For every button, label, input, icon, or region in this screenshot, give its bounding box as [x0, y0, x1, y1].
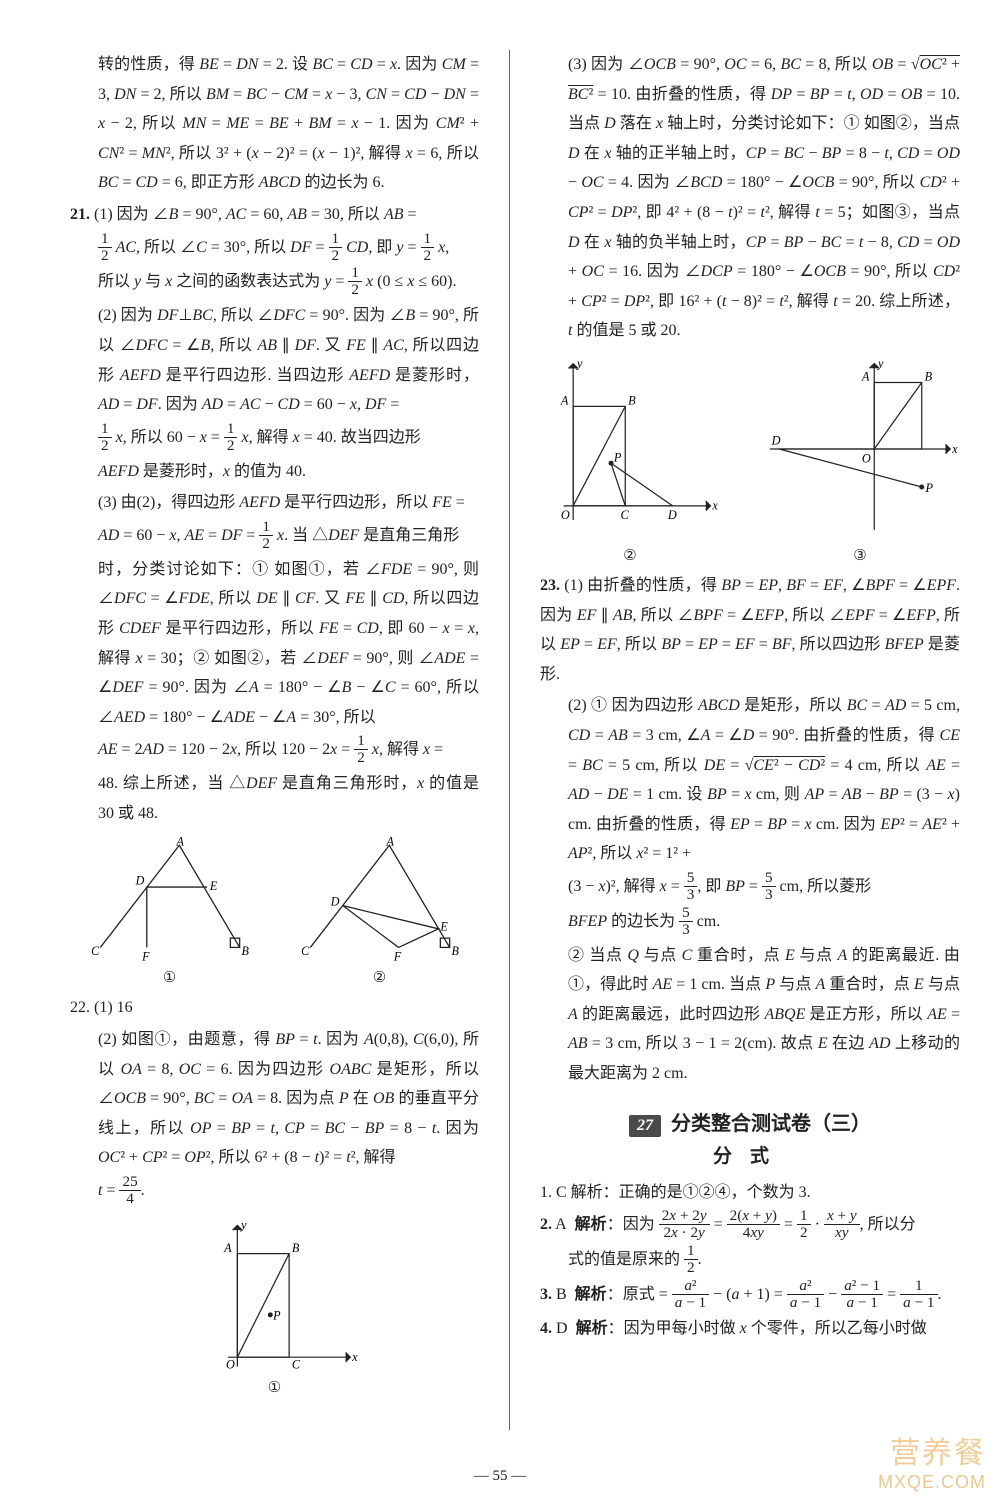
answer-3: 3. B 解析：原式 = a²a − 1 − (a + 1) = a²a − 1… [540, 1279, 960, 1312]
q21-part3b2: AE = 2AD = 120 − 2x, 所以 120 − 2x = 12 x,… [70, 734, 479, 767]
svg-text:C: C [301, 944, 310, 958]
svg-text:y: y [876, 356, 884, 370]
q22-part2: (2) 如图①，由题意，得 BP = t. 因为 A(0,8), C(6,0),… [70, 1025, 479, 1173]
q23-part1: 23. (1) 由折叠的性质，得 BP = EP, BF = EF, ∠BPF … [540, 571, 960, 689]
svg-text:D: D [134, 874, 144, 888]
svg-text:y: y [575, 356, 583, 370]
coord-fig-1: A B C O P x y ① [185, 1216, 365, 1397]
svg-text:A: A [861, 370, 870, 384]
svg-text:C: C [621, 508, 630, 522]
q21-part3c: 48. 综上所述，当 △DEF 是直角三角形时，x 的值是 30 或 48. [70, 769, 479, 828]
right-column: (3) 因为 ∠OCB = 90°, OC = 6, BC = 8, 所以 OB… [540, 50, 960, 1430]
q23-part2f: BFEP 的边长为 53 cm. [540, 906, 960, 939]
coord-fig-1-row: A B C O P x y ① [70, 1216, 479, 1397]
svg-text:y: y [239, 1218, 247, 1232]
svg-text:B: B [291, 1241, 299, 1255]
q21-part1: 21. (1) 因为 ∠B = 90°, AC = 60, AB = 30, 所… [70, 200, 479, 230]
svg-text:P: P [925, 481, 934, 495]
svg-text:A: A [560, 393, 569, 407]
svg-text:B: B [628, 393, 636, 407]
svg-text:O: O [561, 508, 570, 522]
q21-part2-tail: AEFD 是菱形时，x 的值为 40. [70, 457, 479, 487]
svg-text:P: P [272, 1308, 281, 1322]
q21-part1-line3: 所以 y 与 x 之间的函数表达式为 y = 12 x (0 ≤ x ≤ 60)… [70, 266, 479, 299]
svg-text:C: C [291, 1357, 300, 1371]
q21-part2-line2: 12 x, 所以 60 − x = 12 x, 解得 x = 40. 故当四边形 [70, 422, 479, 455]
svg-text:P: P [613, 450, 622, 464]
svg-text:x: x [351, 1350, 358, 1364]
q22-part3: (3) 因为 ∠OCB = 90°, OC = 6, BC = 8, 所以 OB… [540, 50, 960, 346]
svg-text:x: x [951, 442, 958, 456]
coord-fig-3: A B D O P x y ③ [760, 354, 960, 565]
svg-text:B: B [241, 944, 249, 958]
svg-text:D: D [771, 433, 781, 447]
watermark-chars: 营养餐 [878, 1428, 986, 1472]
section-badge: 27 [629, 1115, 661, 1137]
coord3-label: ③ [760, 546, 960, 565]
answer-1: 1. C 解析：正确的是①②④，个数为 3. [540, 1178, 960, 1208]
intro-paragraph: 转的性质，得 BE = DN = 2. 设 BC = CD = x. 因为 CM… [70, 50, 479, 198]
q21-part2: (2) 因为 DF⊥BC, 所以 ∠DFC = 90°. 因为 ∠B = 90°… [70, 301, 479, 419]
svg-text:A: A [175, 836, 184, 848]
coord1-label: ① [185, 1378, 365, 1397]
coord-fig-2: A B C D O P x y ② [540, 354, 720, 565]
q21-part3a: (3) 由(2)，得四边形 AEFD 是平行四边形，所以 FE = [70, 488, 479, 518]
svg-text:x: x [711, 499, 718, 513]
fig1-label: ① [85, 968, 255, 987]
left-column: 转的性质，得 BE = DN = 2. 设 BC = CD = x. 因为 CM… [70, 50, 479, 1430]
svg-text:E: E [439, 920, 448, 934]
q22-part1: 22. (1) 16 [70, 993, 479, 1023]
q21-part3b: 时，分类讨论如下：① 如图①，若 ∠FDE = 90°, 则 ∠DFC = ∠F… [70, 555, 479, 733]
svg-text:B: B [451, 944, 459, 958]
svg-text:O: O [226, 1357, 235, 1371]
answer-4: 4. D 解析：因为甲每小时做 x 个零件，所以乙每小时做 [540, 1314, 960, 1344]
svg-text:E: E [208, 879, 217, 893]
svg-text:A: A [385, 836, 394, 848]
svg-text:B: B [925, 370, 933, 384]
column-divider [509, 50, 510, 1430]
triangle-fig-2: A B C D E F ② [295, 836, 465, 987]
q23-part2a: (2) ① 因为四边形 ABCD 是矩形，所以 BC = AD = 5 cm, … [540, 691, 960, 869]
svg-text:F: F [392, 950, 401, 964]
coord-figs-row: A B C D O P x y ② [540, 354, 960, 565]
answer-2: 2. A 解析：因为 2x + 2y2x · 2y = 2(x + y)4xy … [540, 1209, 960, 1242]
svg-text:O: O [862, 451, 871, 465]
triangle-fig-1: A B C D E F ① [85, 836, 255, 987]
section-subtitle: 分式 [540, 1141, 960, 1168]
svg-text:A: A [223, 1241, 232, 1255]
triangle-figures: A B C D E F ① [70, 836, 479, 987]
svg-text:C: C [91, 944, 100, 958]
q22-t: t = 254. [70, 1175, 479, 1208]
section-title: 分类整合测试卷（三） [671, 1113, 871, 1135]
q21-part1-line2: 12 AC, 所以 ∠C = 30°, 所以 DF = 12 CD, 即 y =… [70, 232, 479, 265]
section-header: 27 分类整合测试卷（三） 分式 [540, 1107, 960, 1168]
q21-part3a2: AD = 60 − x, AE = DF = 12 x. 当 △DEF 是直角三… [70, 520, 479, 553]
page-number: — 55 — [0, 1468, 1000, 1485]
q23-part2h: ② 当点 Q 与点 C 重合时，点 E 与点 A 的距离最近. 由①，得此时 A… [540, 941, 960, 1089]
coord2-label: ② [540, 546, 720, 565]
q23-part2c: (3 − x)², 解得 x = 53, 即 BP = 53 cm, 所以菱形 [540, 871, 960, 904]
svg-text:D: D [329, 895, 339, 909]
svg-text:F: F [141, 950, 150, 964]
fig2-label: ② [295, 968, 465, 987]
answer-2b: 式的值是原来的 12. [540, 1244, 960, 1277]
svg-text:D: D [667, 508, 677, 522]
